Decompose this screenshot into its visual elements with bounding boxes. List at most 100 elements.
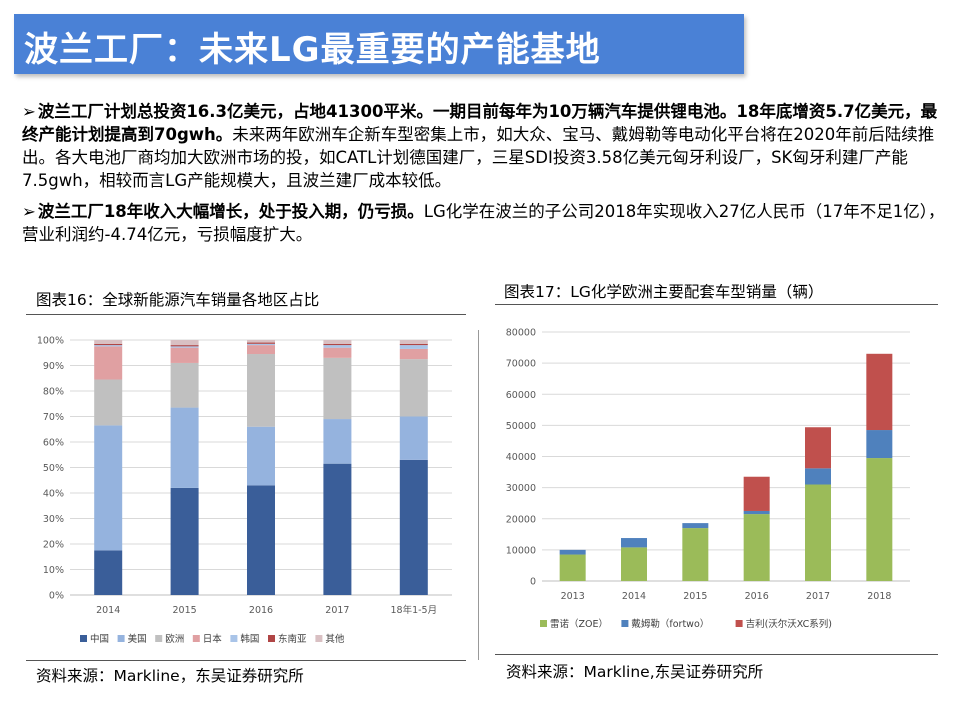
bar-segment: [743, 510, 770, 515]
bar-segment: [866, 430, 893, 459]
bar-segment: [247, 426, 275, 486]
legend-swatch: [230, 635, 238, 642]
bullet-2-text: LG化学在波兰的子公司2018年实现收入27亿人民币（17年不足1亿），营业利润…: [22, 202, 945, 244]
y-tick-label: 40000: [506, 452, 536, 463]
bar-segment: [866, 458, 893, 581]
arrow-bullet-icon: ➢: [22, 202, 36, 221]
legend-label: 美国: [128, 633, 147, 645]
chart17-svg: 0 10000 20000 30000 40000 50000 60000 70000 8000…: [506, 328, 910, 630]
figure17-source: 资料来源：Markline,东吴证券研究所: [506, 663, 764, 681]
legend-label: 东南亚: [278, 633, 307, 645]
bar-segment: [743, 476, 770, 511]
y-tick-label: 0: [530, 577, 536, 588]
bar-segment: [94, 346, 123, 380]
bar-segment: [94, 550, 123, 595]
legend-label: 欧洲: [165, 633, 184, 645]
bar-segment: [323, 340, 352, 344]
bar-segment: [805, 468, 831, 485]
legend-swatch: [315, 635, 323, 642]
legend-label: 吉利(沃尔沃XC系列): [746, 618, 832, 630]
figure16-source: 资料来源：Markline，东吴证券研究所: [36, 667, 304, 685]
bullet-2: ➢ 波兰工厂18年收入大幅增长，处于投入期，仍亏损。LG化学在波兰的子公司2018…: [22, 200, 947, 246]
x-tick-label: 2014: [622, 591, 646, 602]
bar-segment: [399, 343, 428, 346]
bar-segment: [247, 343, 275, 346]
bar-segment: [399, 459, 428, 595]
x-tick-label: 2015: [683, 591, 707, 602]
x-tick-label: 2016: [745, 591, 769, 602]
legend-label: 中国: [90, 633, 109, 645]
bar-segment: [323, 357, 352, 420]
bar-segment: [247, 340, 275, 343]
legend-swatch: [735, 620, 743, 627]
legend-swatch: [621, 620, 629, 627]
bar-segment: [399, 359, 428, 417]
figure16-caption: 图表16：全球新能源汽车销量各地区占比: [36, 291, 320, 309]
bar-segment: [621, 547, 647, 581]
bar-segment: [559, 549, 586, 555]
legend-swatch: [268, 635, 275, 642]
y-tick-label: 20%: [43, 540, 64, 551]
y-tick-label: 30000: [506, 483, 536, 494]
y-tick-label: 20000: [506, 514, 536, 525]
chart16-svg: 0% 10% 20% 30% 40% 50% 60% 70% 80% 90% 100% 2014 201…: [37, 336, 452, 645]
bar-segment: [170, 345, 199, 347]
bullet-1-bold: 波兰工厂计划总投资16.3亿美元，占地41300平米。一期目前每年为10万辆汽车…: [22, 102, 938, 144]
bar-segment: [399, 340, 428, 344]
legend-swatch: [80, 635, 87, 642]
y-tick-label: 30%: [43, 514, 64, 525]
legend-label: 韩国: [240, 633, 259, 645]
y-tick-label: 60000: [506, 390, 536, 401]
bar-segment: [399, 348, 428, 360]
bar-segment: [682, 528, 709, 581]
figure16-top-rule: [26, 314, 466, 315]
bar-segment: [170, 340, 199, 346]
y-tick-label: 50000: [506, 421, 536, 432]
y-tick-label: 70000: [506, 359, 536, 370]
bar-segment: [621, 538, 647, 548]
bullet-1-text: 未来两年欧洲车企新车型密集上市，如大众、宝马、戴姆勒等电动化平台将在2020年前…: [22, 125, 935, 190]
bar-segment: [323, 463, 352, 595]
bar-segment: [170, 487, 199, 595]
figure17-top-rule: [495, 304, 938, 305]
legend-swatch: [117, 635, 125, 642]
bar-segment: [170, 362, 199, 408]
legend-swatch: [192, 635, 200, 642]
bar-segment: [94, 340, 123, 344]
bar-segment: [170, 346, 199, 348]
bar-segment: [323, 347, 352, 358]
bar-segment: [247, 342, 275, 344]
bar-segment: [323, 345, 352, 348]
page-title: 波兰工厂：未来LG最重要的产能基地: [24, 30, 601, 70]
figure17-bottom-rule: [495, 654, 938, 655]
bar-segment: [559, 554, 586, 581]
bar-segment: [805, 484, 831, 581]
bar-segment: [94, 379, 123, 426]
x-tick-label: 2015: [173, 605, 197, 616]
figure17-caption: 图表17：LG化学欧洲主要配套车型销量（辆）: [504, 283, 824, 301]
x-tick-label: 2014: [96, 605, 120, 616]
x-tick-label: 18年1-5月: [390, 604, 437, 616]
x-tick-label: 2016: [249, 605, 273, 616]
x-tick-label: 2013: [561, 591, 585, 602]
bar-segment: [323, 419, 352, 464]
bar-segment: [743, 514, 770, 581]
bar-segment: [399, 345, 428, 349]
bar-segment: [805, 427, 831, 469]
bar-segment: [866, 353, 893, 431]
y-tick-label: 10%: [43, 565, 64, 576]
y-tick-label: 60%: [43, 438, 64, 449]
legend-label: 其他: [325, 633, 345, 645]
bar-segment: [94, 343, 123, 346]
y-tick-label: 90%: [43, 361, 64, 372]
x-tick-label: 2017: [325, 605, 349, 616]
bar-segment: [682, 523, 709, 529]
bullet-2-bold: 波兰工厂18年收入大幅增长，处于投入期，仍亏损。: [37, 202, 424, 221]
y-tick-label: 10000: [506, 545, 536, 556]
bar-segment: [170, 407, 199, 488]
bar-segment: [323, 343, 352, 346]
legend-label: 雷诺（ZOE）: [550, 618, 608, 630]
bar-segment: [170, 347, 199, 363]
bar-segment: [94, 425, 123, 551]
arrow-bullet-icon: ➢: [22, 102, 36, 121]
